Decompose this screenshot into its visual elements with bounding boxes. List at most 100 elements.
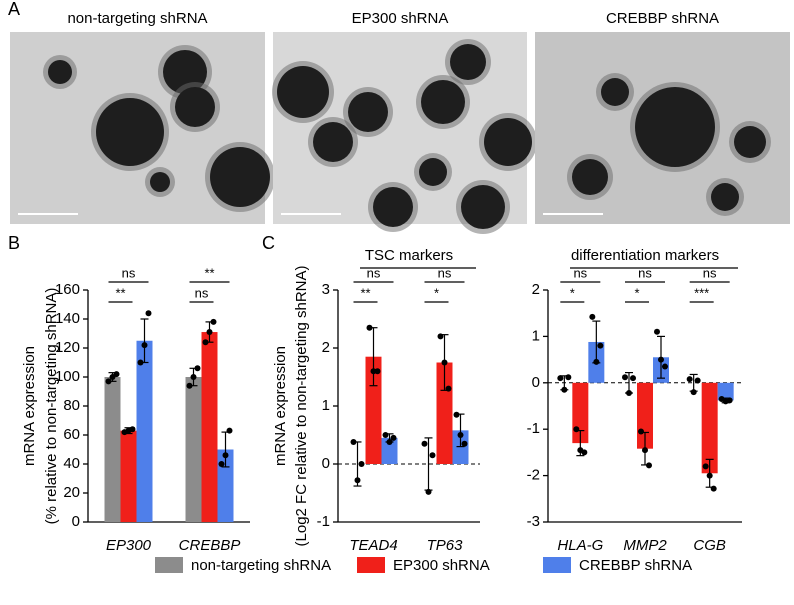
spheroid: [572, 159, 608, 195]
significance-label: ns: [573, 265, 587, 280]
data-point: [630, 375, 636, 382]
y-tick-label: 0: [322, 455, 330, 472]
data-point: [702, 463, 709, 470]
x-tick-label: TEAD4: [349, 537, 397, 554]
significance-label: **: [115, 285, 125, 300]
panel-label: A: [8, 0, 20, 19]
significance-label: *: [634, 285, 639, 300]
data-point: [390, 434, 397, 441]
spheroid: [348, 92, 388, 132]
data-point: [662, 363, 668, 370]
spheroid: [313, 122, 353, 162]
bar: [701, 382, 718, 474]
data-point: [445, 385, 452, 392]
data-point: [145, 310, 152, 317]
spheroid: [461, 185, 505, 229]
spheroid: [150, 172, 170, 192]
data-point: [557, 375, 564, 382]
bar: [381, 437, 398, 464]
legend-swatch: [543, 557, 571, 573]
x-tick-label: MMP2: [623, 537, 667, 554]
data-point: [421, 440, 428, 447]
y-tick-label: 1: [532, 327, 540, 344]
spheroid: [421, 80, 465, 124]
panel-label: C: [262, 233, 275, 253]
y-tick-label: 3: [322, 281, 330, 298]
y-tick-label: -1: [317, 513, 330, 530]
bar: [136, 340, 153, 522]
data-point: [194, 365, 201, 372]
data-point: [218, 461, 225, 467]
data-point: [565, 374, 572, 381]
y-tick-label: 60: [63, 426, 80, 443]
data-point: [429, 452, 436, 459]
spheroid: [175, 87, 215, 127]
data-point: [386, 438, 393, 445]
data-point: [726, 397, 733, 404]
x-tick-label: HLA-G: [557, 537, 603, 554]
data-point: [453, 411, 460, 418]
legend-swatch: [155, 557, 183, 573]
data-point: [686, 376, 693, 383]
data-point: [706, 472, 713, 479]
significance-label: ns: [703, 265, 717, 280]
data-point: [186, 382, 193, 389]
significance-label: **: [360, 285, 370, 300]
spheroid: [96, 98, 164, 166]
data-point: [694, 377, 701, 384]
data-point: [597, 342, 604, 349]
significance-label: ***: [694, 285, 709, 300]
micrographs: non-targeting shRNA EP300 shRNA CREBBP shR…: [10, 10, 790, 234]
legend-label: EP300 shRNA: [393, 557, 490, 574]
spheroid: [210, 147, 270, 207]
bar: [201, 332, 218, 522]
data-point: [654, 328, 660, 335]
panel-label: B: [8, 233, 20, 253]
x-tick-label: TP63: [427, 537, 464, 554]
data-point: [457, 432, 464, 438]
bar: [120, 430, 137, 522]
image-title: non-targeting shRNA: [67, 10, 207, 27]
y-tick-label: 120: [55, 339, 80, 356]
data-point: [642, 447, 648, 454]
data-point: [210, 318, 217, 325]
y-tick-label: 20: [63, 484, 80, 501]
spheroid: [711, 183, 739, 211]
y-tick-label: 140: [55, 310, 80, 327]
significance-label: ns: [122, 265, 136, 280]
spheroid: [635, 87, 715, 167]
data-point: [350, 438, 357, 445]
image-title: EP300 shRNA: [352, 10, 449, 27]
data-point: [206, 329, 213, 336]
significance-label: **: [204, 265, 214, 280]
data-point: [129, 426, 136, 433]
y-tick-label: -1: [527, 420, 540, 437]
data-point: [646, 462, 652, 469]
data-point: [710, 485, 717, 492]
spheroid: [48, 60, 72, 84]
spheroid: [601, 78, 629, 106]
bar: [365, 356, 382, 464]
y-tick-label: -3: [527, 513, 540, 530]
data-point: [461, 440, 468, 447]
y-tick-label: 2: [532, 281, 540, 298]
significance-label: ns: [438, 265, 452, 280]
data-point: [690, 389, 697, 396]
legend-swatch: [357, 557, 385, 573]
y-axis-label: (Log2 FC relative to non-targeting shRNA…: [293, 266, 310, 547]
data-point: [581, 449, 588, 456]
data-point: [113, 371, 120, 378]
data-point: [382, 432, 389, 438]
y-axis-label: (% relative to non-targeting shRNA): [43, 288, 60, 525]
data-point: [437, 333, 444, 340]
data-point: [354, 477, 361, 484]
significance-label: *: [434, 285, 439, 300]
y-tick-label: 2: [322, 339, 330, 356]
spheroid: [450, 44, 486, 80]
data-point: [137, 359, 144, 366]
image-title: CREBBP shRNA: [606, 10, 719, 27]
x-tick-label: EP300: [106, 537, 152, 554]
spheroid: [734, 126, 766, 158]
y-tick-label: 160: [55, 281, 80, 298]
